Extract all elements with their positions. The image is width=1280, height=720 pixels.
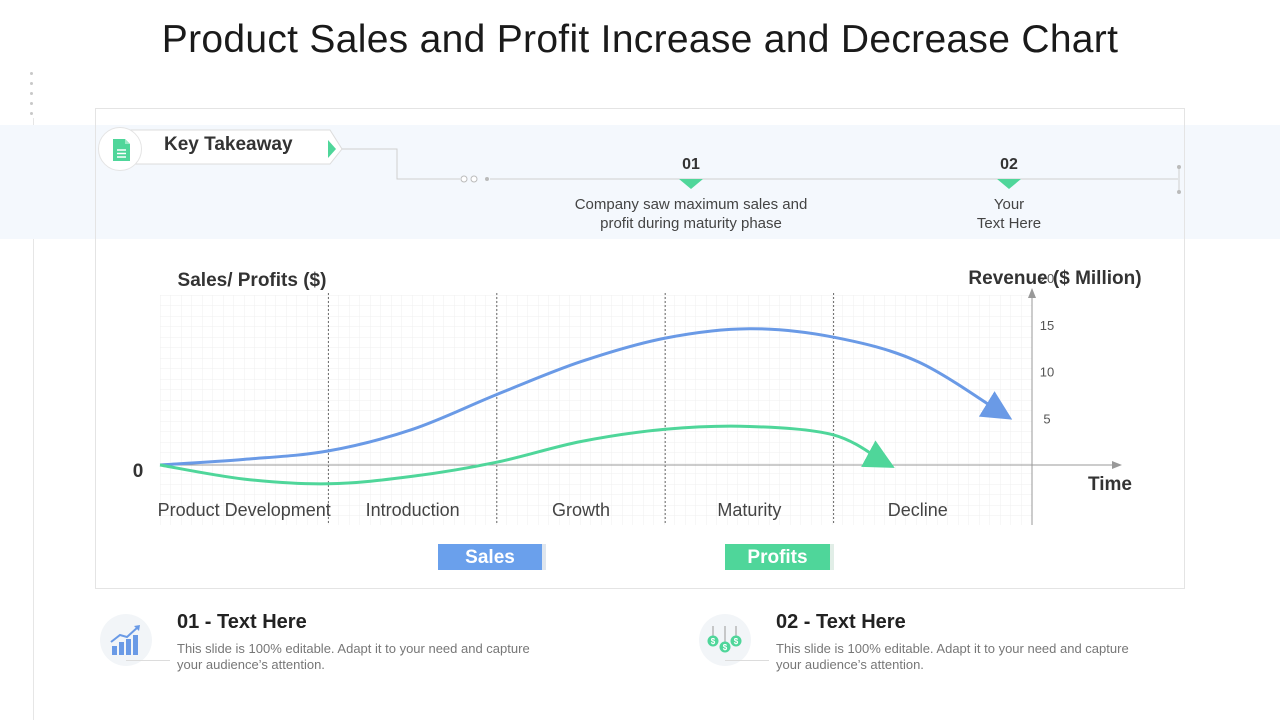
y-tick-label: 15: [1040, 318, 1054, 333]
footer-divider-1: [126, 660, 170, 661]
page-title: Product Sales and Profit Increase and De…: [161, 18, 1119, 61]
takeaway-number-02: 02: [1000, 156, 1018, 173]
footer-title-2: 02 - Text Here: [776, 611, 906, 633]
category-label: Introduction: [366, 500, 460, 520]
legend-profits: Profits: [725, 544, 830, 570]
takeaway-number-01: 01: [682, 156, 700, 173]
left-axis-label: Sales/ Profits ($): [178, 270, 327, 291]
svg-text:$: $: [734, 637, 739, 646]
x-axis-label: Time: [1088, 474, 1132, 495]
side-divider: [33, 118, 34, 720]
footer-text-1: This slide is 100% editable. Adapt it to…: [177, 641, 530, 672]
takeaway-text-01: Company saw maximum sales and profit dur…: [574, 196, 808, 232]
sales-series-line: [159, 327, 1013, 467]
document-icon: [98, 127, 142, 171]
x-axis-arrow: [1112, 461, 1122, 469]
svg-text:$: $: [711, 637, 716, 646]
growth-chart-icon: [100, 614, 152, 666]
footer-divider-2: [725, 660, 769, 661]
chart-card: [95, 108, 1185, 589]
category-label: Maturity: [717, 500, 781, 520]
money-icon: $ $ $: [699, 614, 751, 666]
origin-label: 0: [133, 461, 144, 482]
category-label: Decline: [888, 500, 948, 520]
side-dots: [30, 72, 34, 122]
grid-area: [160, 295, 1032, 525]
svg-text:$: $: [723, 643, 728, 652]
right-axis-label: Revenue ($ Million): [968, 268, 1141, 289]
profits-series-line: [159, 424, 895, 486]
footer-title-1: 01 - Text Here: [177, 611, 307, 633]
key-takeaway-label: Key Takeaway: [164, 134, 293, 155]
category-label: Growth: [552, 500, 610, 520]
y-tick-label: 10: [1040, 365, 1054, 380]
footer-text-2: This slide is 100% editable. Adapt it to…: [776, 641, 1129, 672]
y-axis-arrow: [1028, 288, 1036, 298]
y-tick-label: 20: [1040, 271, 1054, 286]
takeaway-text-02: Your Text Here: [976, 196, 1042, 232]
category-label: Product Development: [158, 500, 331, 520]
y-tick-label: 5: [1043, 411, 1050, 426]
legend-sales: Sales: [438, 544, 542, 570]
